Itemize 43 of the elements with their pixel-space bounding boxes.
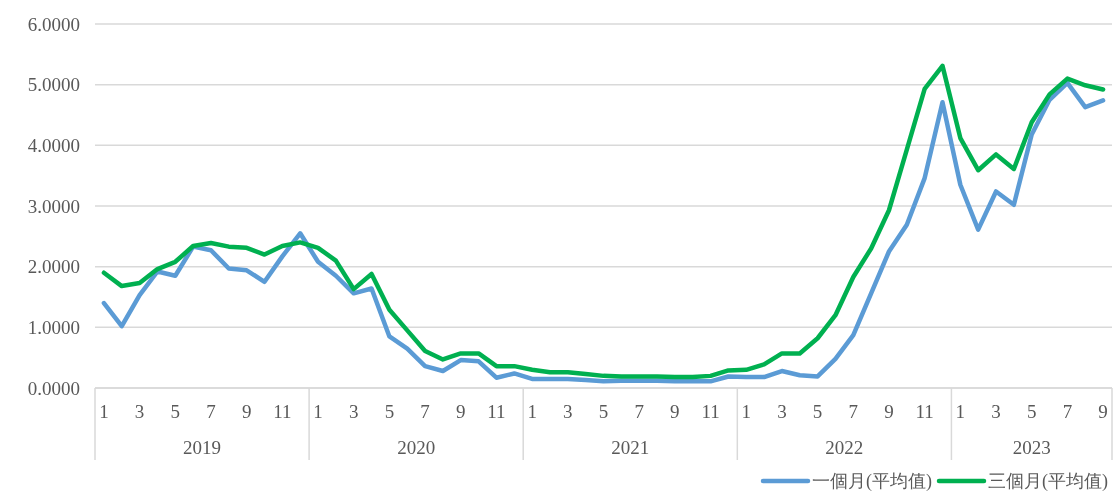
x-tick-label: 5 xyxy=(1026,400,1037,422)
x-tick-label: 11 xyxy=(701,400,720,422)
y-tick-label: 3.0000 xyxy=(27,195,80,217)
x-tick-label: 5 xyxy=(812,400,823,422)
x-tick-label: 9 xyxy=(456,400,466,422)
text: 2022 xyxy=(825,436,864,458)
x-tick-label: 9 xyxy=(884,400,894,422)
legend-label: 三個月(平均值) xyxy=(988,471,1108,491)
text: 2023 xyxy=(1012,436,1051,458)
x-tick-label: 1 xyxy=(527,400,537,422)
x-tick-label: 1 xyxy=(99,400,109,422)
x-tick-label: 7 xyxy=(1062,400,1073,422)
x-tick-label: 7 xyxy=(206,400,216,422)
x-tick-label: 9 xyxy=(241,400,252,422)
x-tick-label: 5 xyxy=(170,400,181,422)
x-tick-label: 9 xyxy=(1098,400,1108,422)
x-tick-label: 3 xyxy=(991,400,1001,422)
y-tick-label: 0.0000 xyxy=(27,377,80,399)
text: 2019 xyxy=(183,436,222,458)
text: 2021 xyxy=(611,436,650,458)
y-tick-label: 2.0000 xyxy=(27,256,80,278)
x-tick-label: 1 xyxy=(741,400,751,422)
x-tick-label: 7 xyxy=(420,400,430,422)
x-tick-label: 11 xyxy=(487,400,506,422)
x-tick-label: 7 xyxy=(848,400,859,422)
x-tick-label: 11 xyxy=(915,400,934,422)
x-tick-label: 11 xyxy=(273,400,292,422)
x-tick-label: 3 xyxy=(563,400,573,422)
x-tick-label: 9 xyxy=(670,400,680,422)
y-tick-label: 1.0000 xyxy=(27,316,80,338)
x-tick-label: 5 xyxy=(384,400,395,422)
x-tick-label: 1 xyxy=(955,400,966,422)
x-tick-label: 3 xyxy=(348,400,359,422)
y-tick-label: 4.0000 xyxy=(27,134,80,156)
x-tick-label: 3 xyxy=(777,400,787,422)
y-tick-label: 5.0000 xyxy=(27,74,80,96)
legend-label: 一個月(平均值) xyxy=(812,471,932,491)
x-tick-label: 5 xyxy=(598,400,609,422)
text: 2020 xyxy=(397,436,436,458)
x-tick-label: 7 xyxy=(634,400,644,422)
y-tick-label: 6.0000 xyxy=(27,13,80,35)
x-tick-label: 3 xyxy=(134,400,145,422)
x-tick-label: 1 xyxy=(313,400,323,422)
